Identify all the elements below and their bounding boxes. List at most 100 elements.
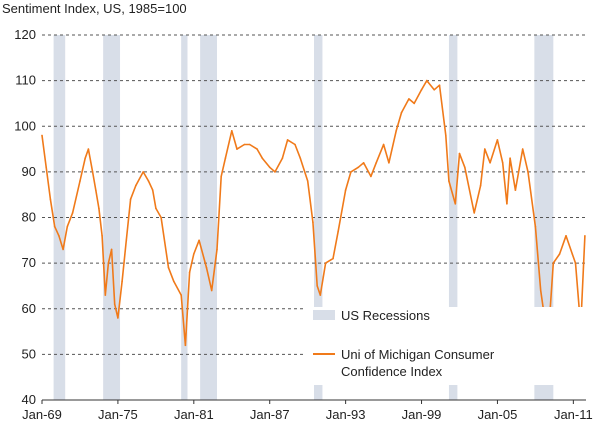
series-point [244, 144, 246, 146]
y-tick-label: 90 [22, 164, 36, 179]
series-point [433, 89, 435, 91]
series-point [126, 240, 128, 242]
series-point [211, 290, 213, 292]
series-point [173, 281, 175, 283]
series-point [502, 162, 504, 164]
series-point [54, 226, 56, 228]
series-point [345, 189, 347, 191]
series-point [287, 139, 289, 141]
series-point [489, 162, 491, 164]
series-point [565, 235, 567, 237]
series-point [262, 157, 264, 159]
series-point [325, 262, 327, 264]
series-point [300, 157, 302, 159]
series-point [95, 189, 97, 191]
series-point [117, 317, 119, 319]
series-point [168, 267, 170, 269]
series-point [506, 203, 508, 205]
legend-recessions-label: US Recessions [341, 308, 430, 323]
series-point [101, 235, 103, 237]
recession-band-2 [103, 35, 120, 400]
series-point [225, 157, 227, 159]
legend: US Recessions Uni of Michigan Consumer C… [304, 307, 594, 385]
series-point [198, 240, 200, 242]
x-tick-label: Jan-11 [554, 407, 593, 422]
y-tick-label: 40 [22, 392, 36, 407]
series-point [584, 235, 586, 237]
series-point [88, 148, 90, 150]
series-point [105, 294, 107, 296]
legend-recession-swatch [313, 310, 335, 320]
series-point [572, 253, 574, 255]
series-point [180, 294, 182, 296]
series-point [216, 249, 218, 251]
legend-series-label-line2: Confidence Index [341, 364, 443, 379]
series-point [148, 180, 150, 182]
legend-series-label-line1: Uni of Michigan Consumer [341, 347, 495, 362]
series-point [332, 258, 334, 260]
series-point [84, 157, 86, 159]
series-point [408, 98, 410, 100]
series-point [527, 171, 529, 173]
series-point [388, 162, 390, 164]
series-point [294, 144, 296, 146]
series-point [448, 180, 450, 182]
series-point [152, 189, 154, 191]
series-point [459, 153, 461, 155]
series-point [316, 285, 318, 287]
series-point [464, 167, 466, 169]
series-point [320, 294, 322, 296]
series-point [375, 162, 377, 164]
series-point [370, 176, 372, 178]
series-point [92, 171, 94, 173]
series-point [421, 89, 423, 91]
series-point [509, 157, 511, 159]
series-point [575, 262, 577, 264]
series-lines [41, 80, 586, 346]
series-point [256, 148, 258, 150]
series-point [282, 157, 284, 159]
y-tick-label: 50 [22, 346, 36, 361]
x-tick-label: Jan-99 [402, 407, 442, 422]
series-point [522, 148, 524, 150]
series-point [155, 208, 157, 210]
series-point [114, 303, 116, 305]
series-point [50, 198, 52, 200]
series-point [160, 217, 162, 219]
series-point [350, 171, 352, 173]
x-tick-label: Jan-81 [174, 407, 214, 422]
series-point [473, 212, 475, 214]
series-point [395, 130, 397, 132]
series-point [231, 130, 233, 132]
y-tick-label: 60 [22, 301, 36, 316]
series-point [41, 135, 43, 137]
y-tick-label: 110 [15, 73, 36, 88]
series-point [67, 226, 69, 228]
series-point [206, 267, 208, 269]
y-tick-label: 70 [22, 255, 36, 270]
series-point [540, 290, 542, 292]
x-tick-label: Jan-69 [22, 407, 62, 422]
series-point [142, 171, 144, 173]
x-tick-label: Jan-87 [250, 407, 290, 422]
series-point [236, 148, 238, 150]
series-point [79, 180, 81, 182]
series-point [274, 171, 276, 173]
series-point [553, 262, 555, 264]
series-point [135, 185, 137, 187]
x-tick-label: Jan-75 [98, 407, 138, 422]
series-point [58, 235, 60, 237]
series-point [439, 84, 441, 86]
series-point [480, 185, 482, 187]
x-tick-label: Jan-05 [478, 407, 518, 422]
y-tick-label: 100 [14, 118, 36, 133]
series-point [497, 139, 499, 141]
series-point [535, 226, 537, 228]
series-line-1 [42, 81, 585, 346]
series-point [62, 249, 64, 251]
series-point [559, 253, 561, 255]
series-point [98, 208, 100, 210]
series-point [426, 80, 428, 82]
series-point [108, 262, 110, 264]
